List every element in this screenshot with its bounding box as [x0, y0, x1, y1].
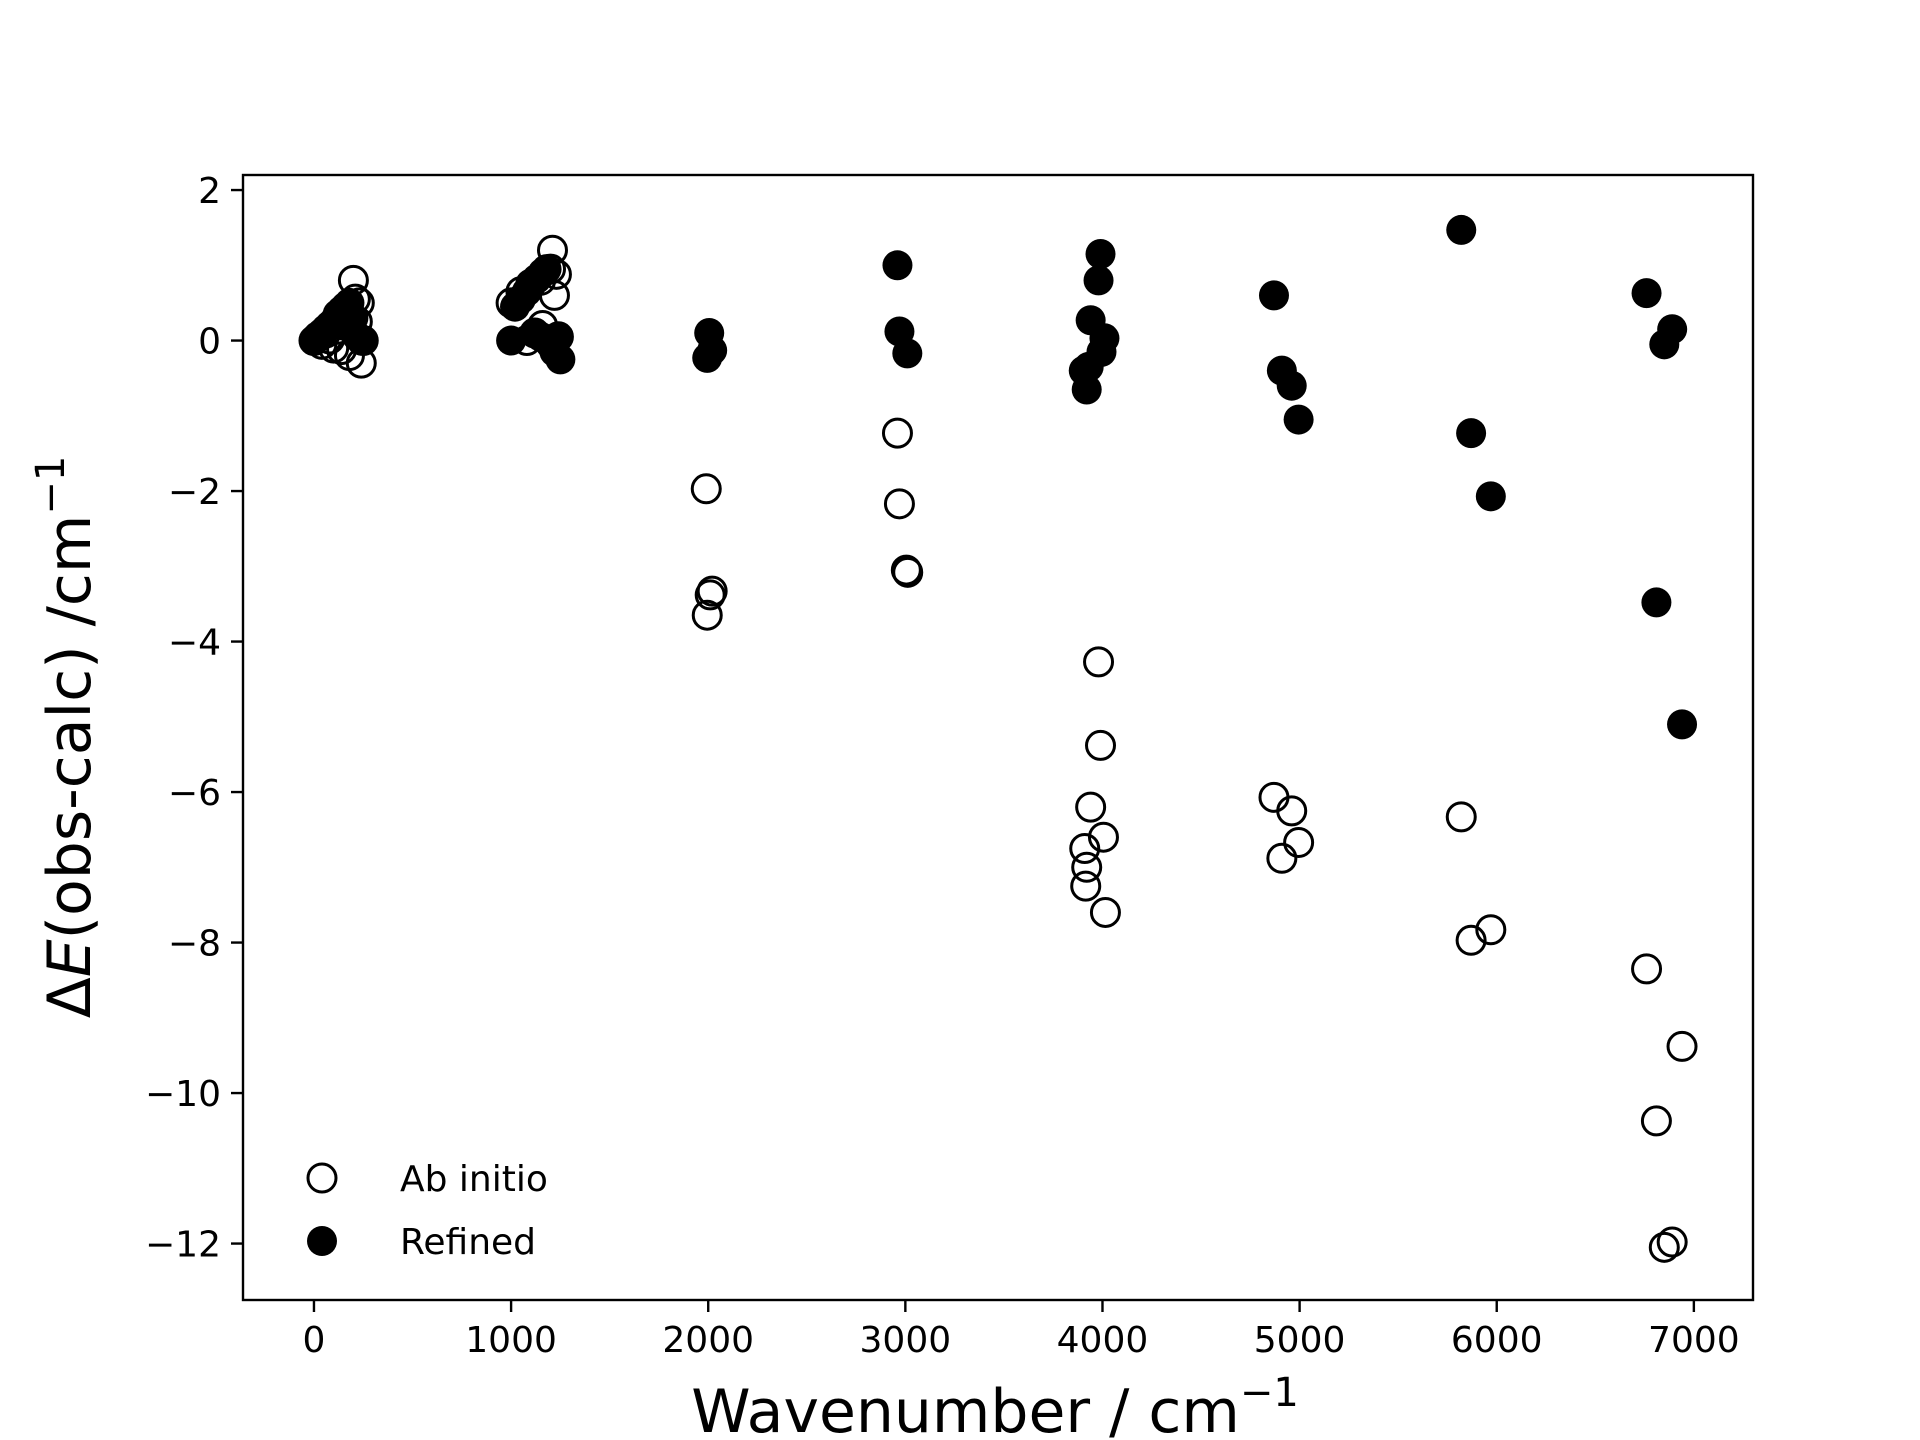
y-tick-label: 2 — [198, 171, 221, 212]
x-tick-label: 7000 — [1648, 1320, 1740, 1361]
data-point-ab-initio — [1666, 1030, 1698, 1062]
data-point-ab-initio — [883, 488, 915, 520]
data-point-refined — [1085, 239, 1116, 270]
x-tick-label: 0 — [303, 1320, 326, 1361]
data-point-refined — [892, 338, 923, 369]
data-point-refined — [1446, 214, 1477, 245]
x-tick-label: 5000 — [1254, 1320, 1346, 1361]
data-point-ab-initio — [691, 599, 723, 631]
data-point-refined — [882, 250, 913, 281]
data-point-refined — [346, 325, 377, 356]
y-tick-label: −12 — [145, 1225, 221, 1266]
data-point-ab-initio — [1071, 851, 1103, 883]
series-refined — [298, 214, 1698, 740]
x-tick-label: 1000 — [465, 1320, 557, 1361]
data-point-ab-initio — [892, 556, 924, 588]
data-point-refined — [1657, 314, 1688, 345]
data-point-refined — [1456, 418, 1487, 449]
data-point-ab-initio — [1089, 896, 1121, 928]
data-point-ab-initio — [1283, 826, 1315, 858]
y-tick-label: −4 — [168, 623, 221, 664]
data-point-refined — [1258, 280, 1289, 311]
data-point-ab-initio — [1475, 914, 1507, 946]
data-point-ab-initio — [1266, 842, 1298, 874]
data-point-ab-initio — [690, 473, 722, 505]
data-point-ab-initio — [1455, 924, 1487, 956]
data-point-refined — [1475, 481, 1506, 512]
x-axis-ticks: 0 1000 2000 3000 4000 5000 6000 7000 — [303, 1300, 1740, 1361]
x-axis-title-text: Wavenumber / cm — [691, 1377, 1240, 1440]
data-point-ab-initio — [1445, 801, 1477, 833]
data-point-ab-initio — [1648, 1231, 1680, 1263]
y-tick-label: −8 — [168, 924, 221, 965]
legend-marker-refined — [307, 1226, 337, 1256]
data-point-refined — [543, 321, 574, 352]
y-tick-label: −10 — [145, 1074, 221, 1115]
y-tick-label: 0 — [198, 322, 221, 363]
data-point-refined — [1083, 265, 1114, 296]
y-tick-label: −6 — [168, 773, 221, 814]
y-axis-title: ΔE(obs-calc) /cm−1 — [28, 456, 105, 1019]
data-point-ab-initio — [1085, 729, 1117, 761]
data-point-ab-initio — [1069, 832, 1101, 864]
legend-marker-ab-initio — [306, 1162, 338, 1194]
data-point-ab-initio — [696, 575, 728, 607]
data-point-refined — [697, 335, 728, 366]
x-tick-label: 6000 — [1451, 1320, 1543, 1361]
x-axis-title-superscript: −1 — [1240, 1370, 1299, 1416]
x-tick-label: 2000 — [662, 1320, 754, 1361]
data-point-ab-initio — [1070, 870, 1102, 902]
data-point-ab-initio — [1656, 1226, 1688, 1258]
data-point-ab-initio — [1276, 795, 1308, 827]
data-point-refined — [1667, 709, 1698, 740]
data-point-ab-initio — [1083, 646, 1115, 678]
y-axis-ticks: 2 0 −2 −4 −6 −8 −10 −12 — [145, 171, 243, 1266]
data-point-refined — [1071, 374, 1102, 405]
data-point-ab-initio — [881, 417, 913, 449]
legend-label-refined: Refined — [400, 1222, 536, 1263]
x-axis-title: Wavenumber / cm−1 — [691, 1370, 1299, 1440]
data-point-refined — [1283, 404, 1314, 435]
x-tick-label: 3000 — [860, 1320, 952, 1361]
data-point-ab-initio — [1075, 791, 1107, 823]
x-tick-label: 4000 — [1057, 1320, 1149, 1361]
data-point-refined — [531, 254, 562, 285]
data-point-refined — [496, 325, 527, 356]
data-point-ab-initio — [1631, 953, 1663, 985]
data-point-refined — [1276, 370, 1307, 401]
y-tick-label: −2 — [168, 472, 221, 513]
data-point-refined — [1641, 587, 1672, 618]
legend: Ab initio Refined — [306, 1159, 548, 1263]
legend-label-ab-initio: Ab initio — [400, 1159, 548, 1200]
data-point-ab-initio — [1087, 821, 1119, 853]
y-axis-title-prefix: Δ — [35, 977, 105, 1018]
plot-area — [241, 173, 1755, 1302]
data-point-refined — [545, 344, 576, 375]
y-axis-title-text: (obs-calc) /cm — [35, 515, 105, 940]
data-point-ab-initio — [1640, 1105, 1672, 1137]
y-axis-title-superscript: −1 — [28, 456, 74, 515]
y-axis-title-italic: E — [35, 939, 105, 977]
data-point-refined — [1631, 278, 1662, 309]
